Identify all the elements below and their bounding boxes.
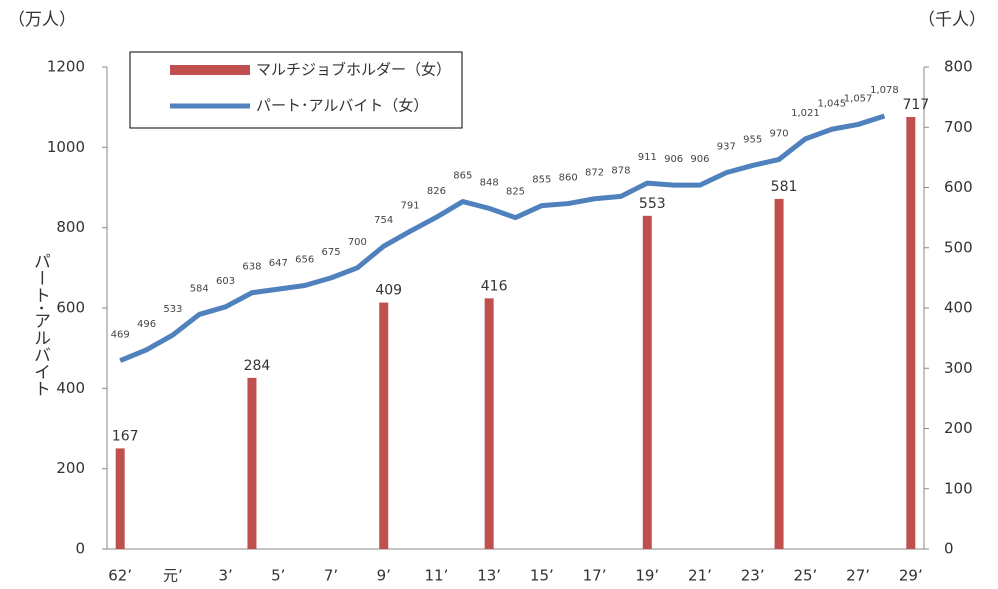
line-value-label: 872 <box>585 168 604 179</box>
y-axis-label: パート･アルバイト <box>30 253 50 398</box>
legend-box <box>129 51 463 129</box>
x-tick-label: 17’ <box>583 567 607 585</box>
y-tick-label: 600 <box>56 299 85 317</box>
line-value-label: 855 <box>532 175 551 186</box>
x-tick-label: 27’ <box>846 567 870 585</box>
line-value-label: 825 <box>506 187 525 198</box>
y2-tick-label: 0 <box>944 540 954 558</box>
y-tick-label: 400 <box>56 379 85 397</box>
bar-value-label: 416 <box>481 278 508 294</box>
bar <box>247 377 257 549</box>
x-tick-label: 19’ <box>635 567 659 585</box>
line-value-label: 1,057 <box>844 93 873 104</box>
line-value-label: 469 <box>111 330 130 341</box>
line-value-label: 937 <box>717 142 736 153</box>
bar-value-label: 553 <box>639 196 666 212</box>
x-tick-label: 23’ <box>741 567 765 585</box>
line-value-label: 603 <box>216 276 235 287</box>
y2-tick-label: 700 <box>944 118 973 136</box>
line-value-label: 675 <box>321 247 340 258</box>
line-value-label: 754 <box>374 215 393 226</box>
legend-swatch <box>170 65 250 75</box>
y-tick-label: 200 <box>56 459 85 477</box>
bar-value-label: 717 <box>902 97 929 113</box>
bar-value-label: 409 <box>375 283 402 299</box>
bar-value-label: 167 <box>112 428 139 444</box>
x-tick-label: 7’ <box>324 567 338 585</box>
y-tick-label: 800 <box>56 218 85 236</box>
legend-label: パート･アルバイト（女） <box>256 97 428 115</box>
y2-tick-label: 400 <box>944 299 973 317</box>
bar <box>379 302 389 549</box>
y-tick-label: 0 <box>75 540 85 558</box>
y2-unit-label: （千人） <box>918 10 986 30</box>
bar <box>484 298 494 549</box>
x-tick-label: 11’ <box>425 567 449 585</box>
y-tick-label: 1200 <box>47 58 85 76</box>
line-value-label: 584 <box>190 283 209 294</box>
line-value-label: 955 <box>743 134 762 145</box>
x-tick-label: 元’ <box>163 567 183 585</box>
line-value-label: 700 <box>348 237 367 248</box>
line-value-label: 638 <box>242 262 261 273</box>
y2-tick-label: 800 <box>944 58 973 76</box>
line-value-label: 906 <box>664 154 683 165</box>
line <box>119 113 886 363</box>
line-value-label: 860 <box>559 173 578 184</box>
y-tick-label: 1000 <box>47 138 85 156</box>
bar <box>774 198 784 549</box>
line-value-label: 1,045 <box>817 98 846 109</box>
line-value-label: 911 <box>638 152 657 163</box>
x-tick-label: 5’ <box>271 567 285 585</box>
y2-tick-label: 300 <box>944 359 973 377</box>
y2-tick-label: 100 <box>944 479 973 497</box>
x-tick-label: 21’ <box>688 567 712 585</box>
line-value-label: 826 <box>427 186 446 197</box>
line-value-label: 878 <box>611 165 630 176</box>
x-tick-label: 3’ <box>218 567 232 585</box>
x-tick-label: 25’ <box>793 567 817 585</box>
line-value-label: 496 <box>137 319 156 330</box>
y-unit-label: （万人） <box>8 10 76 30</box>
line-value-label: 791 <box>401 200 420 211</box>
line-value-label: 906 <box>690 154 709 165</box>
line-value-label: 1,078 <box>870 85 899 96</box>
bar-value-label: 284 <box>244 358 271 374</box>
line-value-label: 656 <box>295 255 314 266</box>
line-value-label: 647 <box>269 258 288 269</box>
line-value-label: 865 <box>453 171 472 182</box>
x-tick-label: 29’ <box>899 567 923 585</box>
bar <box>115 448 125 549</box>
line-value-label: 848 <box>480 177 499 188</box>
x-tick-label: 13’ <box>477 567 501 585</box>
x-tick-label: 15’ <box>530 567 554 585</box>
y2-tick-label: 500 <box>944 238 973 256</box>
line-value-label: 1,021 <box>791 108 820 119</box>
y2-tick-label: 600 <box>944 178 973 196</box>
x-tick-label: 9’ <box>377 567 391 585</box>
bar <box>642 215 652 549</box>
y2-tick-label: 200 <box>944 419 973 437</box>
legend-label: マルチジョブホルダー（女） <box>256 61 451 79</box>
line-value-label: 533 <box>163 304 182 315</box>
bar-value-label: 581 <box>771 179 798 195</box>
bar <box>906 117 916 549</box>
x-tick-label: 62’ <box>108 567 132 585</box>
line-value-label: 970 <box>770 128 789 139</box>
